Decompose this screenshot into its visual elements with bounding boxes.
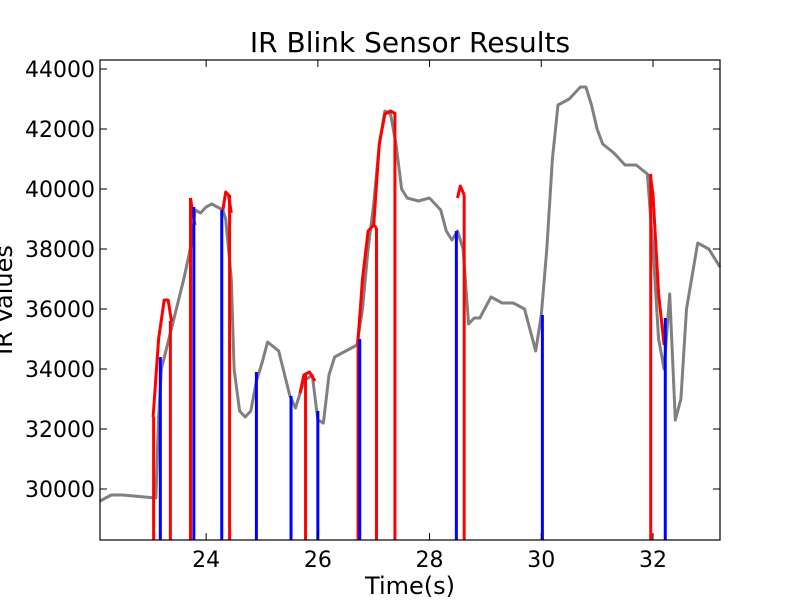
y-tick-label: 30000 [25,478,95,503]
blink-segment-5 [356,223,378,340]
x-tick-label: 28 [416,548,444,573]
y-tick-label: 32000 [25,418,95,443]
x-axis-title: Time(s) [364,572,455,600]
x-tick-label: 26 [304,548,332,573]
y-tick-label: 38000 [25,238,95,263]
x-tick-label: 24 [192,548,220,573]
y-tick-label: 44000 [25,58,95,83]
blink-segment-7 [456,184,466,199]
y-tick-label: 34000 [25,358,95,383]
ir-signal-line [99,85,722,503]
ticks: 24 26 28 30 32 30000 32000 34000 36000 38000 40000… [25,58,720,573]
blink-segment-4 [298,370,317,394]
plot-area [99,85,722,540]
x-tick-label: 32 [639,548,667,573]
y-tick-label: 36000 [25,298,95,323]
y-tick-label: 42000 [25,118,95,143]
blink-segment-6 [372,109,397,226]
blink-segment-1 [151,298,173,418]
axes-frame [99,59,721,541]
y-axis-title: IR Values [0,245,18,355]
y-tick-label: 40000 [25,178,95,203]
chart-title: IR Blink Sensor Results [250,26,570,59]
x-tick-label: 30 [527,548,555,573]
